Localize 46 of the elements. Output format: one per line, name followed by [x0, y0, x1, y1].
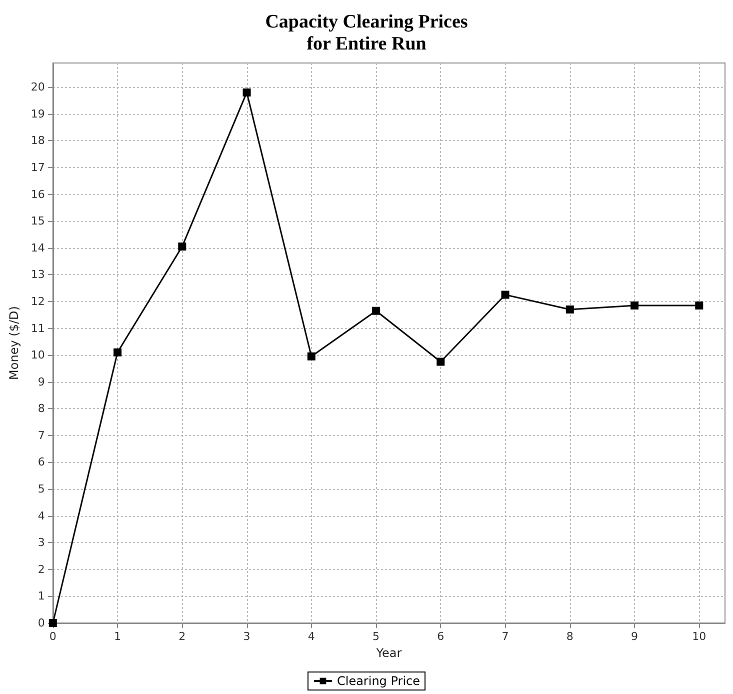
- chart-title: Capacity Clearing Prices for Entire Run: [265, 12, 468, 54]
- y-axis-title: Money ($/D): [7, 306, 21, 380]
- y-tick-label: 10: [30, 348, 45, 362]
- x-tick-label: 8: [566, 630, 574, 643]
- y-tick-label: 13: [30, 268, 45, 282]
- x-tick-label: 7: [502, 630, 509, 643]
- point: [114, 348, 122, 356]
- point: [501, 290, 510, 299]
- y-tick-label: 20: [30, 80, 45, 94]
- y-tick-label: 5: [38, 482, 45, 496]
- point: [436, 358, 445, 366]
- point: [695, 301, 704, 310]
- x-tick-label: 3: [243, 630, 250, 643]
- x-tick-label: 5: [372, 630, 380, 643]
- y-tick-label: 12: [30, 294, 45, 308]
- x-tick-label: 9: [631, 630, 638, 643]
- y-tick-label: 8: [38, 402, 45, 416]
- y-tick-label: 18: [30, 134, 45, 148]
- y-tick-label: 7: [38, 428, 45, 442]
- y-tick-label: 0: [38, 616, 45, 630]
- y-tick-label: 1: [38, 590, 45, 603]
- y-tick-label: 9: [38, 375, 45, 388]
- x-tick-label: 1: [114, 630, 122, 643]
- y-tick-label: 15: [30, 214, 45, 228]
- y-tick-label: 4: [38, 509, 45, 522]
- y-tick-label: 14: [30, 241, 45, 254]
- point: [178, 242, 186, 251]
- y-tick-label: 3: [38, 536, 45, 550]
- legend-label: Clearing Price: [336, 674, 420, 688]
- y-tick-label: 6: [38, 456, 45, 469]
- x-tick-label: 10: [692, 630, 706, 643]
- y-tick-label: 11: [30, 322, 45, 335]
- x-tick-label: 0: [49, 630, 56, 643]
- x-tick-label: 2: [178, 630, 186, 643]
- point: [630, 301, 639, 310]
- y-tick-label: 19: [30, 107, 45, 120]
- x-tick-label: 4: [308, 630, 315, 643]
- point: [307, 352, 316, 360]
- x-tick-label: 6: [437, 630, 444, 643]
- x-axis-title: Year: [375, 646, 402, 660]
- y-tick-label: 17: [30, 161, 45, 174]
- y-tick-label: 16: [30, 188, 45, 201]
- point: [242, 88, 251, 96]
- point: [566, 306, 574, 314]
- y-tick-label: 2: [38, 562, 45, 576]
- point: [372, 306, 380, 315]
